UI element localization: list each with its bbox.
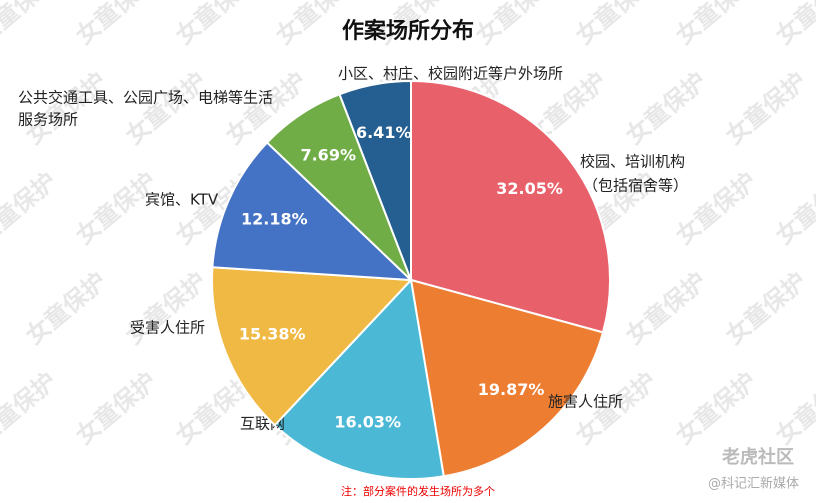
watermark: 女童保护 xyxy=(0,167,62,250)
watermark: 女童保护 xyxy=(620,267,712,350)
value-label: 15.38% xyxy=(239,324,306,343)
slice xyxy=(338,79,412,281)
watermark: 女童保护 xyxy=(170,0,262,50)
category-label: （包括宿舍等） xyxy=(583,177,688,195)
category-label: 施害人住所 xyxy=(548,393,623,411)
value-label: 12.18% xyxy=(241,210,308,229)
source: @科记汇新媒体 xyxy=(708,476,799,492)
watermark: 女童保护 xyxy=(670,367,762,450)
slice xyxy=(211,141,414,282)
category-label: 校园、培训机构 xyxy=(580,153,685,171)
category-label: 宾馆、KTV xyxy=(145,191,219,209)
category-label: 小区、村庄、校园附近等户外场所 xyxy=(338,65,563,83)
slice xyxy=(273,277,445,480)
pie: 32.05%校园、培训机构（包括宿舍等）19.87%施害人住所16.03%互联网… xyxy=(18,65,688,480)
watermark: 女童保护 xyxy=(0,367,62,450)
slice xyxy=(410,79,611,334)
value-label: 7.69% xyxy=(300,145,356,164)
category-label: 受害人住所 xyxy=(130,319,205,337)
watermark: 女童保护 xyxy=(570,0,662,50)
category-label: 服务场所 xyxy=(18,111,78,129)
watermark: 女童保护 xyxy=(770,167,816,250)
chart-title: 作案场所分布 xyxy=(342,18,474,44)
watermark: 女童保护 xyxy=(720,67,812,150)
watermark: 女童保护 xyxy=(120,67,212,150)
category-label: 公共交通工具、公园广场、电梯等生活 xyxy=(18,89,273,107)
watermark: 女童保护 xyxy=(70,367,162,450)
watermark: 女童保护 xyxy=(120,267,212,350)
logo: 老虎社区 xyxy=(722,446,794,468)
watermark: 女童保护 xyxy=(20,267,112,350)
slice xyxy=(211,266,414,427)
watermark: 女童保护 xyxy=(670,0,762,50)
value-label: 6.41% xyxy=(356,123,412,142)
watermark: 女童保护 xyxy=(470,0,562,50)
value-label: 32.05% xyxy=(496,179,563,198)
watermark: 女童保护 xyxy=(20,67,112,150)
watermark: 女童保护 xyxy=(0,0,62,50)
value-label: 16.03% xyxy=(334,412,401,431)
value-label: 19.87% xyxy=(478,380,545,399)
watermark: 女童保护 xyxy=(720,267,812,350)
watermark: 女童保护 xyxy=(770,0,816,50)
note: 注：部分案件的发生场所为多个 xyxy=(341,484,495,498)
watermark: 女童保护 xyxy=(770,367,816,450)
watermark: 女童保护 xyxy=(70,0,162,50)
watermark: 女童保护 xyxy=(620,67,712,150)
slice xyxy=(409,278,605,478)
